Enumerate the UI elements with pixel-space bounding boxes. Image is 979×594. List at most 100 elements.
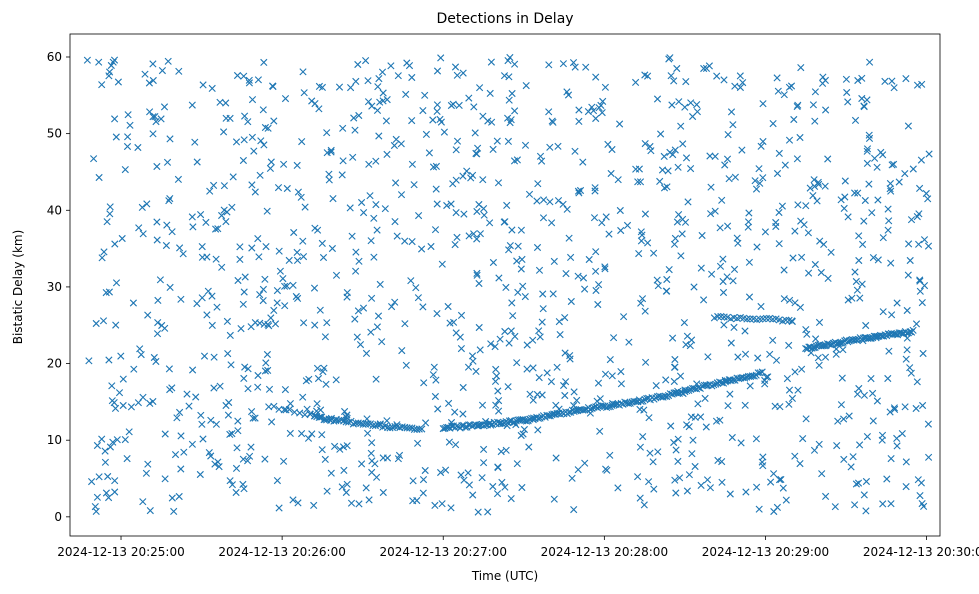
noise-detection-point — [862, 507, 870, 515]
noise-detection-point — [775, 240, 783, 248]
noise-detection-point — [773, 74, 781, 82]
noise-detection-point — [498, 478, 506, 486]
noise-detection-point — [281, 302, 289, 310]
noise-detection-point — [246, 452, 254, 460]
noise-detection-point — [412, 284, 420, 292]
noise-detection-point — [719, 255, 727, 263]
noise-detection-point — [476, 84, 484, 92]
noise-detection-point — [519, 430, 527, 438]
noise-detection-point — [368, 102, 376, 110]
noise-detection-point — [391, 298, 399, 306]
noise-detection-point — [139, 230, 147, 238]
noise-detection-point — [419, 476, 428, 484]
noise-detection-point — [505, 246, 513, 254]
noise-detection-point — [841, 193, 849, 201]
noise-detection-point — [125, 428, 133, 436]
noise-detection-point — [236, 243, 244, 251]
track-detection-point — [522, 417, 531, 425]
track-detection-point — [716, 378, 724, 386]
track-detection-point — [685, 386, 693, 394]
noise-detection-point — [837, 401, 845, 409]
noise-detection-point — [853, 390, 862, 398]
noise-detection-point — [585, 255, 593, 264]
noise-detection-point — [129, 299, 137, 307]
noise-detection-point — [158, 67, 166, 75]
noise-detection-point — [212, 225, 220, 233]
noise-detection-point — [855, 256, 863, 265]
noise-detection-point — [232, 464, 241, 472]
noise-detection-point — [285, 256, 293, 264]
noise-detection-point — [554, 197, 563, 205]
track-detection-point — [837, 339, 846, 347]
noise-detection-point — [293, 256, 302, 264]
noise-detection-point — [99, 317, 108, 325]
noise-detection-point — [146, 507, 154, 515]
noise-detection-point — [734, 353, 742, 361]
noise-detection-point — [907, 216, 916, 224]
noise-detection-point — [401, 320, 409, 328]
noise-detection-point — [452, 176, 460, 184]
noise-detection-point — [130, 365, 138, 373]
noise-detection-point — [164, 57, 172, 65]
noise-detection-point — [250, 147, 258, 155]
noise-detection-point — [668, 101, 676, 109]
noise-detection-point — [745, 293, 754, 301]
x-axis: 2024-12-13 20:25:00 2024-12-13 20:26:00 20… — [57, 536, 979, 559]
noise-detection-point — [890, 84, 898, 92]
noise-detection-point — [375, 132, 383, 140]
noise-detection-point — [433, 67, 442, 75]
noise-detection-point — [248, 408, 256, 416]
noise-detection-point — [360, 209, 368, 217]
noise-detection-point — [773, 169, 782, 178]
noise-detection-point — [771, 402, 779, 410]
noise-detection-point — [234, 417, 242, 425]
noise-detection-point — [731, 82, 739, 90]
noise-detection-point — [179, 250, 187, 258]
noise-detection-point — [573, 396, 581, 404]
noise-detection-point — [248, 244, 256, 252]
noise-detection-point — [266, 164, 274, 172]
noise-detection-point — [367, 328, 375, 336]
noise-detection-point — [102, 489, 110, 497]
noise-detection-point — [342, 488, 350, 497]
noise-detection-point — [839, 346, 847, 354]
track-detection-point — [315, 413, 323, 421]
noise-detection-point — [746, 382, 754, 390]
noise-detection-point — [637, 237, 645, 245]
noise-detection-point — [798, 253, 806, 261]
noise-detection-point — [636, 405, 644, 413]
noise-detection-point — [617, 226, 625, 235]
noise-detection-point — [814, 354, 822, 362]
noise-detection-point — [575, 117, 583, 125]
noise-detection-point — [327, 146, 335, 154]
noise-detection-point — [761, 380, 769, 388]
noise-detection-point — [601, 263, 609, 271]
noise-detection-point — [877, 148, 885, 156]
noise-detection-point — [83, 56, 91, 64]
noise-detection-point — [168, 228, 176, 236]
noise-detection-point — [364, 77, 372, 85]
noise-detection-point — [121, 166, 129, 174]
noise-detection-point — [639, 433, 647, 441]
noise-detection-point — [165, 197, 173, 205]
track-detection-point — [819, 342, 827, 350]
noise-detection-point — [376, 280, 384, 288]
noise-detection-point — [474, 144, 482, 152]
noise-detection-point — [225, 398, 233, 407]
noise-detection-point — [358, 460, 366, 468]
noise-detection-point — [370, 253, 378, 261]
noise-detection-point — [352, 248, 360, 256]
noise-detection-point — [165, 365, 173, 373]
noise-detection-point — [641, 307, 649, 315]
noise-detection-point — [891, 405, 899, 413]
noise-detection-point — [300, 89, 308, 97]
noise-detection-point — [154, 296, 162, 304]
noise-detection-point — [785, 400, 793, 408]
noise-detection-point — [506, 53, 514, 62]
noise-detection-point — [480, 445, 488, 453]
track-detection-point — [780, 295, 788, 303]
track-detection-point — [746, 315, 754, 323]
noise-detection-point — [166, 135, 174, 143]
